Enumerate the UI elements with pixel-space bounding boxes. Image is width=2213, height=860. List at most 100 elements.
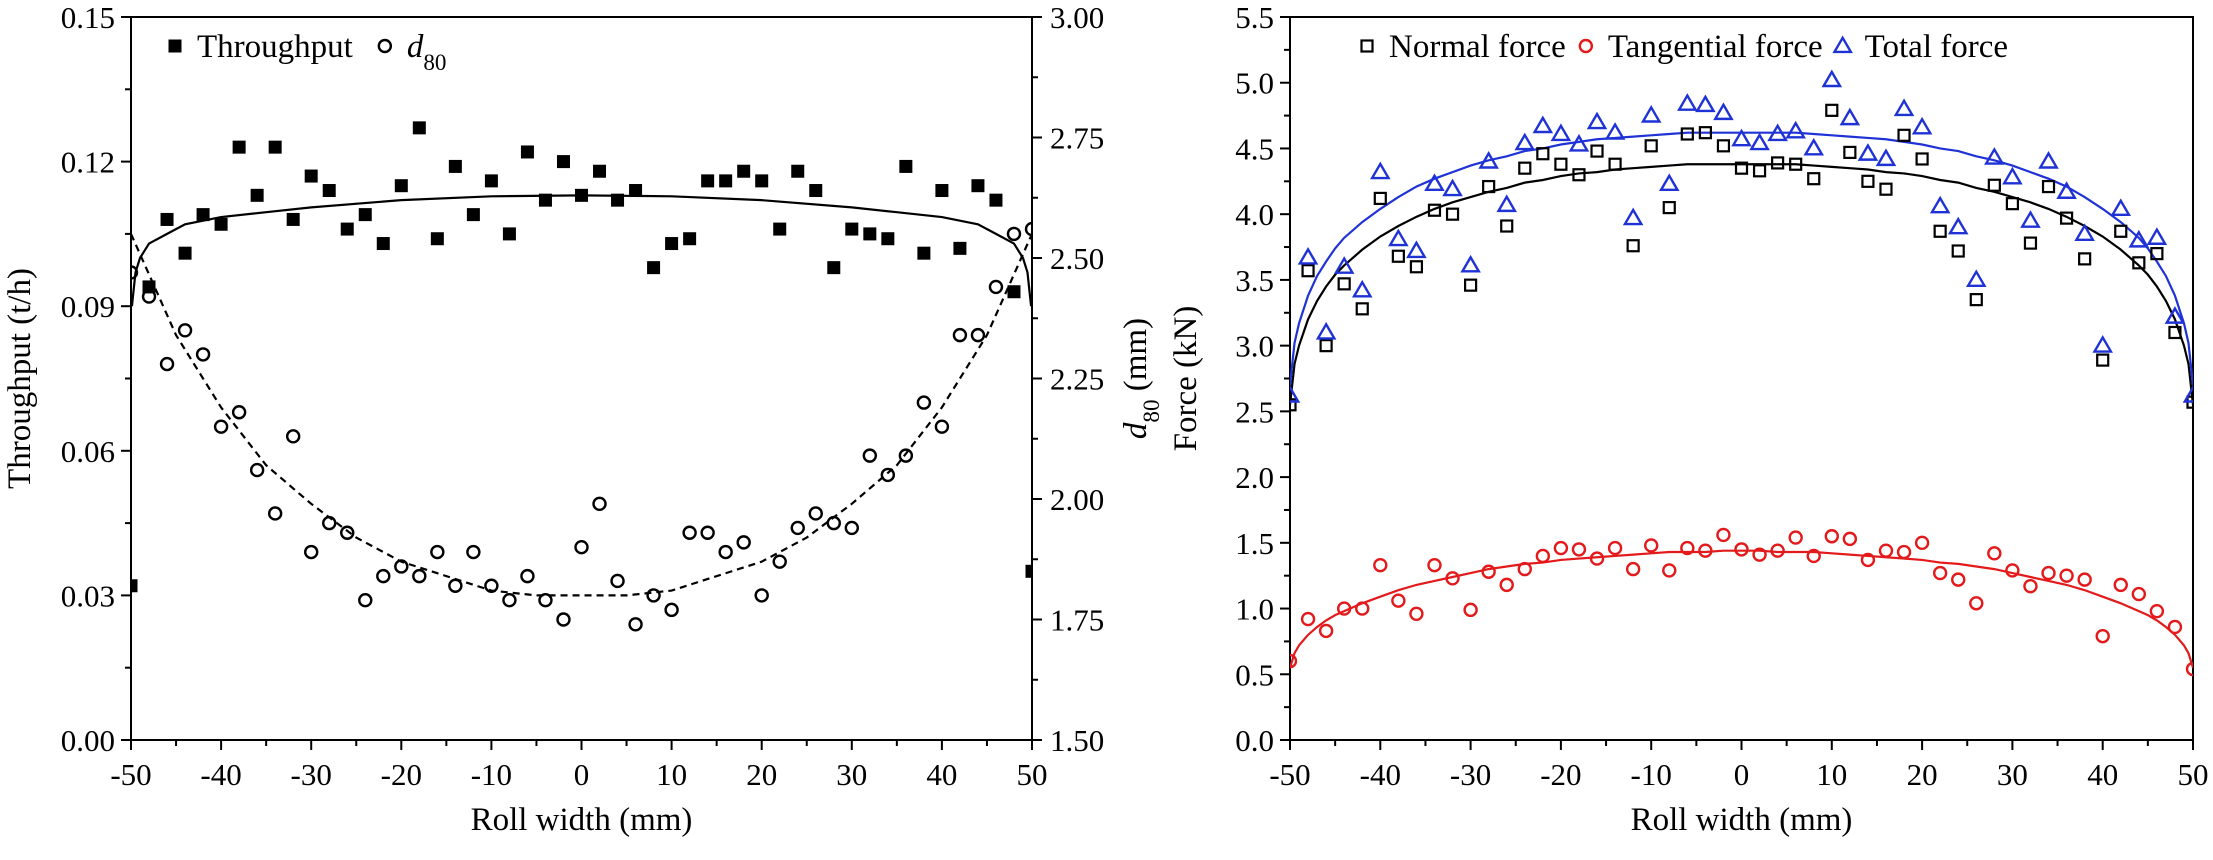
total-force-point xyxy=(1622,207,1644,226)
total-force-point xyxy=(1333,256,1355,274)
y-axis-label: Force (kN) xyxy=(1168,306,1204,452)
normal-force-point xyxy=(2059,211,2074,225)
y-tick-label: 0.09 xyxy=(61,289,115,324)
x-tick-label: 30 xyxy=(1997,757,2028,792)
x-tick-label: -20 xyxy=(381,757,422,792)
throughput-point xyxy=(971,179,985,193)
normal-force-point xyxy=(1391,249,1405,263)
tangential-force-point xyxy=(1300,611,1316,627)
y-tick-label: 0.06 xyxy=(61,434,115,469)
normal-force-point xyxy=(1608,157,1622,171)
d80-point xyxy=(159,356,175,372)
d80-point xyxy=(934,419,950,434)
normal-force-point xyxy=(2023,236,2038,250)
d80-point xyxy=(177,323,193,338)
normal-force-point xyxy=(1933,224,1947,238)
d80-point xyxy=(718,544,733,560)
y2-tick-label: 1.75 xyxy=(1050,603,1104,638)
total-force-point xyxy=(1442,178,1463,197)
total-force-point xyxy=(2128,229,2150,248)
total-force-point xyxy=(1785,120,1806,139)
d80-point xyxy=(898,448,914,463)
fit-curve xyxy=(1290,131,2193,386)
normal-force-point xyxy=(2041,179,2056,194)
y-tick-label: 5.0 xyxy=(1235,66,1274,101)
d80-legend-marker xyxy=(377,38,393,54)
x-axis-label: Roll width (mm) xyxy=(471,802,693,838)
y-tick-label: 2.0 xyxy=(1235,460,1274,495)
throughput-point xyxy=(286,212,300,226)
x-tick-label: -40 xyxy=(1360,757,1401,792)
tangential-force-point xyxy=(1427,557,1442,573)
throughput-point xyxy=(611,193,625,207)
tangential-force-point xyxy=(1625,561,1641,577)
tangential-force-point xyxy=(2113,577,2128,593)
tangential-force-point xyxy=(1517,561,1532,577)
total-force-point xyxy=(1514,132,1536,151)
normal-force-point xyxy=(2132,256,2146,270)
throughput-point xyxy=(358,208,372,222)
tangential-force-point xyxy=(1987,546,2002,561)
fit-curve xyxy=(1290,163,2193,405)
total-force-point xyxy=(1839,107,1861,126)
throughput-point xyxy=(250,188,264,202)
plot-frame xyxy=(130,16,1033,741)
x-tick-label: 50 xyxy=(1017,757,1048,792)
normal-force-point xyxy=(1662,201,1676,215)
d80-point xyxy=(285,429,301,444)
throughput-point xyxy=(593,164,607,178)
throughput-point xyxy=(737,164,751,178)
normal-force-point xyxy=(2096,353,2110,367)
normal-force-point xyxy=(1463,278,1478,292)
x-tick-label: -10 xyxy=(1631,757,1672,792)
x-tick-label: -50 xyxy=(110,757,151,792)
total-force-point xyxy=(1947,216,1969,235)
normal-force-point xyxy=(1427,203,1442,217)
x-tick-label: 40 xyxy=(926,757,957,792)
tangential-force-point xyxy=(1752,547,1767,562)
d80-point xyxy=(466,544,481,560)
d80-point xyxy=(628,617,643,632)
d80-point xyxy=(430,544,445,560)
total-force-point xyxy=(1821,69,1843,88)
total-force-point xyxy=(1315,321,1337,340)
normal-force-point xyxy=(1843,145,1857,159)
tangential-force-point xyxy=(1914,535,1930,551)
d80-point xyxy=(213,419,229,434)
total-force-point xyxy=(1965,269,1987,288)
tangential-force-point xyxy=(1788,530,1803,545)
total-force-point xyxy=(2056,181,2077,199)
total-force-point xyxy=(1604,122,1626,140)
d80-point xyxy=(844,520,859,536)
throughput-point xyxy=(160,212,174,226)
total-force-point xyxy=(1496,194,1518,213)
throughput-point xyxy=(412,121,426,135)
d80-point xyxy=(664,602,679,618)
x-tick-label: 0 xyxy=(574,757,590,792)
d80-point xyxy=(790,520,805,536)
total-force-point xyxy=(1640,105,1662,123)
normal-force-point xyxy=(1969,293,1983,307)
y-tick-label: 0.12 xyxy=(61,145,115,180)
normal-force-point xyxy=(1590,144,1604,158)
tangential-force-point xyxy=(2059,568,2074,583)
d80-point xyxy=(826,515,841,531)
throughput-point xyxy=(629,184,643,198)
x-tick-label: -30 xyxy=(291,757,332,792)
normal-force-point xyxy=(1680,127,1694,141)
left-chart-panel: -50 -40 -30 -20 -10 0 10 20 30 40 50 0.00 0.03 0.06 0.… xyxy=(2,0,1164,838)
x-axis-label: Roll width (mm) xyxy=(1631,802,1853,838)
d80-point xyxy=(772,554,787,569)
total-force-point xyxy=(2074,223,2095,242)
x-tick-label: -20 xyxy=(1540,757,1581,792)
d80-point xyxy=(340,525,355,540)
throughput-point xyxy=(1025,564,1032,578)
total-force-point xyxy=(2092,335,2113,353)
total-force-legend-marker xyxy=(1832,35,1853,54)
x-tick-label: 10 xyxy=(656,757,687,792)
d80-point xyxy=(304,544,319,560)
d80-point xyxy=(394,559,409,574)
normal-force-legend-marker xyxy=(1360,39,1374,53)
tangential-force-point xyxy=(1391,593,1406,608)
